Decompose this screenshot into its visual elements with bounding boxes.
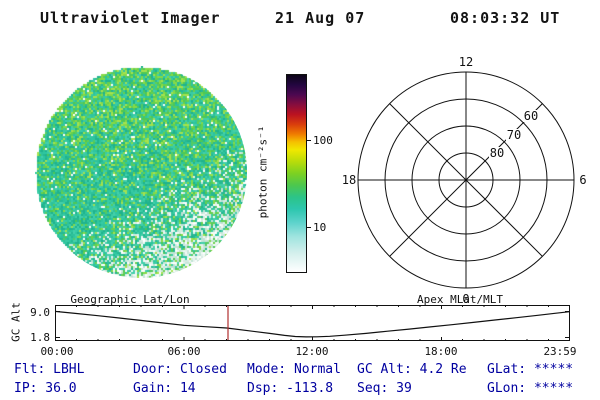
colorbar-tick-100-mark — [306, 140, 311, 141]
colorbar-tick-10-mark — [306, 227, 311, 228]
status-gcalt: GC Alt: 4.2 Re — [357, 362, 467, 377]
app-title: Ultraviolet Imager — [40, 9, 221, 27]
status-seq: Seq: 39 — [357, 381, 412, 396]
strip-title-right: Apex MLat/MLT — [417, 293, 503, 306]
status-gain: Gain: 14 — [133, 381, 196, 396]
ring-label-60: 60 — [524, 109, 538, 123]
strip-xtick-1200: 12:00 — [295, 345, 328, 358]
ring-label-70: 70 — [507, 128, 521, 142]
polar-grid — [358, 72, 574, 288]
colorbar-tick-100: 100 — [313, 134, 333, 147]
strip-ylabel: GC Alt — [10, 302, 23, 342]
hour-label-12: 12 — [459, 55, 473, 69]
hour-label-6: 6 — [579, 173, 586, 187]
status-ip: IP: 36.0 — [14, 381, 77, 396]
strip-xtick-0000: 00:00 — [40, 345, 73, 358]
status-flt: Flt: LBHL — [14, 362, 84, 377]
strip-frame — [55, 306, 570, 341]
strip-ytick-top: 9.0 — [24, 306, 50, 319]
colorbar — [286, 74, 307, 273]
strip-xtick-2359: 23:59 — [543, 345, 576, 358]
strip-xtick-1800: 18:00 — [424, 345, 457, 358]
status-mode: Mode: Normal — [247, 362, 341, 377]
altitude-curve — [55, 311, 570, 337]
status-dsp: Dsp: -113.8 — [247, 381, 333, 396]
status-door: Door: Closed — [133, 362, 227, 377]
polar-plot: 60 70 80 12 18 6 0 — [340, 50, 596, 310]
header-date: 21 Aug 07 — [275, 9, 365, 27]
polar-ring-labels: 60 70 80 — [489, 109, 540, 160]
ring-label-80: 80 — [490, 146, 504, 160]
uv-image-disk — [35, 66, 247, 278]
uvi-display-window: Ultraviolet Imager 21 Aug 07 08:03:32 UT… — [0, 0, 600, 400]
colorbar-tick-10: 10 — [313, 221, 326, 234]
header-time: 08:03:32 UT — [450, 9, 560, 27]
hour-label-18: 18 — [342, 173, 356, 187]
status-glon: GLon: ***** — [487, 381, 573, 396]
colorbar-units-label: photon cm⁻²s⁻¹ — [257, 126, 270, 219]
strip-ytick-bottom: 1.8 — [24, 331, 50, 344]
strip-title-left: Geographic Lat/Lon — [70, 293, 189, 306]
status-glat: GLat: ***** — [487, 362, 573, 377]
strip-xtick-0600: 06:00 — [167, 345, 200, 358]
strip-time-ticks — [77, 305, 549, 341]
